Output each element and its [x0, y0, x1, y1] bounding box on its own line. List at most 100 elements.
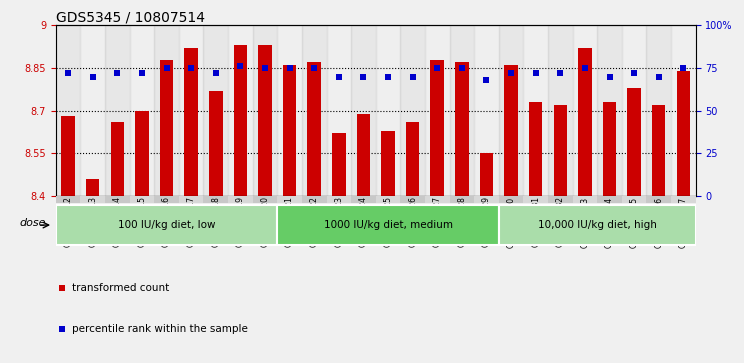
- Bar: [597, 25, 622, 196]
- Bar: [253, 196, 278, 203]
- Text: GDS5345 / 10807514: GDS5345 / 10807514: [56, 11, 205, 25]
- Bar: [80, 196, 105, 203]
- Bar: [376, 25, 400, 196]
- Bar: [105, 25, 129, 196]
- Bar: [203, 25, 228, 196]
- Text: GSM1502422: GSM1502422: [310, 196, 318, 247]
- Bar: [56, 196, 80, 203]
- Bar: [356, 114, 371, 196]
- Text: transformed count: transformed count: [71, 283, 169, 293]
- Bar: [302, 196, 327, 203]
- Bar: [480, 153, 493, 196]
- Text: 1000 IU/kg diet, medium: 1000 IU/kg diet, medium: [324, 220, 452, 230]
- Bar: [327, 25, 351, 196]
- Bar: [234, 45, 247, 196]
- Bar: [86, 179, 100, 196]
- Bar: [529, 102, 542, 196]
- Bar: [400, 196, 425, 203]
- Text: GSM1502412: GSM1502412: [63, 196, 73, 247]
- Bar: [160, 60, 173, 196]
- Bar: [258, 45, 272, 196]
- Bar: [504, 65, 518, 196]
- Text: GSM1502417: GSM1502417: [187, 196, 196, 247]
- Text: GSM1502416: GSM1502416: [162, 196, 171, 247]
- Bar: [455, 62, 469, 196]
- Text: GSM1502434: GSM1502434: [605, 196, 614, 248]
- Bar: [671, 196, 696, 203]
- Bar: [647, 196, 671, 203]
- Text: GSM1502414: GSM1502414: [113, 196, 122, 247]
- Bar: [56, 205, 278, 245]
- Bar: [498, 205, 696, 245]
- Bar: [573, 196, 597, 203]
- Bar: [307, 62, 321, 196]
- Bar: [179, 196, 203, 203]
- Bar: [498, 196, 523, 203]
- Bar: [327, 196, 351, 203]
- Bar: [498, 25, 523, 196]
- Bar: [400, 25, 425, 196]
- Bar: [351, 25, 376, 196]
- Bar: [185, 48, 198, 196]
- Bar: [622, 196, 647, 203]
- Text: GSM1502418: GSM1502418: [211, 196, 220, 247]
- Bar: [431, 60, 444, 196]
- Bar: [351, 196, 376, 203]
- Bar: [111, 122, 124, 196]
- Bar: [203, 196, 228, 203]
- Bar: [578, 48, 591, 196]
- Text: GSM1502437: GSM1502437: [679, 196, 688, 248]
- Text: GSM1502436: GSM1502436: [654, 196, 663, 248]
- Text: GSM1502429: GSM1502429: [482, 196, 491, 247]
- Bar: [474, 196, 498, 203]
- Bar: [676, 71, 690, 196]
- Bar: [302, 25, 327, 196]
- Text: GSM1502421: GSM1502421: [285, 196, 294, 247]
- Bar: [603, 102, 616, 196]
- Bar: [474, 25, 498, 196]
- Text: GSM1502425: GSM1502425: [383, 196, 393, 247]
- Bar: [523, 196, 548, 203]
- Text: GSM1502424: GSM1502424: [359, 196, 368, 247]
- Text: GSM1502419: GSM1502419: [236, 196, 245, 247]
- Bar: [652, 105, 665, 196]
- Text: GSM1502432: GSM1502432: [556, 196, 565, 247]
- Bar: [523, 25, 548, 196]
- Bar: [278, 205, 498, 245]
- Bar: [376, 196, 400, 203]
- Bar: [105, 196, 129, 203]
- Bar: [278, 25, 302, 196]
- Text: GSM1502428: GSM1502428: [458, 196, 466, 247]
- Bar: [228, 196, 253, 203]
- Bar: [154, 25, 179, 196]
- Text: 100 IU/kg diet, low: 100 IU/kg diet, low: [118, 220, 215, 230]
- Bar: [406, 122, 420, 196]
- Bar: [56, 25, 80, 196]
- Bar: [425, 196, 449, 203]
- Bar: [179, 25, 203, 196]
- Bar: [283, 65, 296, 196]
- Bar: [671, 25, 696, 196]
- Bar: [627, 88, 641, 196]
- Bar: [253, 25, 278, 196]
- Bar: [548, 196, 573, 203]
- Text: GSM1502413: GSM1502413: [89, 196, 97, 247]
- Bar: [228, 25, 253, 196]
- Bar: [80, 25, 105, 196]
- Text: GSM1502426: GSM1502426: [408, 196, 417, 247]
- Bar: [425, 25, 449, 196]
- Bar: [129, 196, 154, 203]
- Bar: [209, 91, 222, 196]
- Text: GSM1502427: GSM1502427: [433, 196, 442, 247]
- Bar: [449, 196, 474, 203]
- Bar: [597, 196, 622, 203]
- Bar: [332, 134, 345, 196]
- Text: percentile rank within the sample: percentile rank within the sample: [71, 324, 248, 334]
- Text: GSM1502431: GSM1502431: [531, 196, 540, 247]
- Bar: [135, 111, 149, 196]
- Text: GSM1502430: GSM1502430: [507, 196, 516, 248]
- Text: 10,000 IU/kg diet, high: 10,000 IU/kg diet, high: [538, 220, 657, 230]
- Bar: [154, 196, 179, 203]
- Text: GSM1502433: GSM1502433: [580, 196, 589, 248]
- Text: GSM1502415: GSM1502415: [138, 196, 147, 247]
